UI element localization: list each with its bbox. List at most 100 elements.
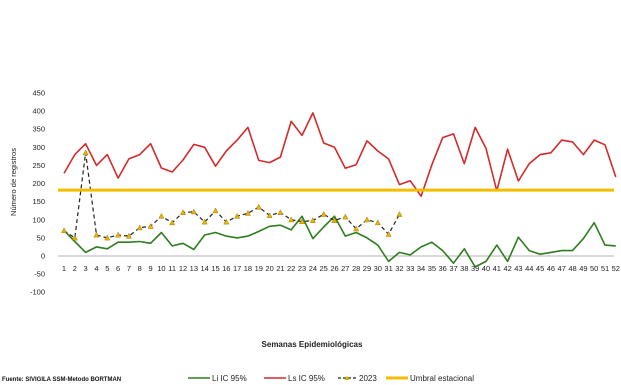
- x-tick-label: 38: [460, 264, 468, 273]
- x-axis-ticks: 1 2 3 4 5 6 7 8 9 10 11 12 13 14 15 16 17 18 19 20 21 22 23 24 2…: [62, 264, 620, 273]
- legend: Li IC 95% Ls IC 95% 2023 Umbral estacional: [188, 374, 474, 383]
- series-point-2023: [158, 212, 165, 219]
- x-tick-label: 39: [471, 264, 479, 273]
- x-tick-label: 30: [374, 264, 382, 273]
- legend-label-li-ic-95: Li IC 95%: [212, 374, 247, 383]
- series-point-2023: [190, 208, 197, 215]
- series-point-2023: [104, 234, 111, 241]
- y-tick-label: -100: [30, 288, 45, 297]
- series-point-2023: [277, 209, 284, 215]
- x-tick-label: 2: [73, 264, 77, 273]
- y-tick-label: 350: [32, 125, 45, 134]
- series-point-2023: [374, 219, 381, 226]
- series-line-2023: [63, 152, 400, 239]
- x-tick-label: 42: [503, 264, 511, 273]
- series-point-2023: [288, 216, 295, 223]
- x-tick-label: 47: [558, 264, 566, 273]
- series-point-2023: [255, 203, 262, 210]
- series-point-2023: [385, 231, 392, 237]
- series-point-2023: [212, 207, 219, 214]
- x-tick-label: 37: [449, 264, 457, 273]
- y-tick-label: 400: [32, 107, 45, 116]
- series-point-2023: [169, 219, 176, 226]
- y-tick-label: 250: [32, 161, 45, 170]
- x-tick-label: 3: [84, 264, 88, 273]
- series-point-2023: [266, 212, 273, 218]
- series-point-2023: [180, 209, 186, 215]
- x-tick-label: 22: [287, 264, 295, 273]
- series-point-2023: [396, 211, 403, 217]
- series-point-2023: [223, 218, 230, 225]
- x-tick-label: 34: [417, 264, 425, 273]
- x-tick-label: 40: [482, 264, 490, 273]
- y-tick-label: 100: [32, 215, 45, 224]
- source-note: Fuente: SIVIGILA SSM-Metodo BORTMAN: [2, 377, 121, 383]
- y-tick-label: 200: [32, 179, 45, 188]
- x-tick-label: 7: [127, 264, 131, 273]
- series-point-2023: [353, 225, 360, 232]
- x-tick-label: 32: [395, 264, 403, 273]
- series-point-2023: [71, 234, 78, 241]
- x-tick-label: 10: [157, 264, 165, 273]
- series-point-2023: [125, 232, 132, 239]
- x-tick-label: 43: [514, 264, 522, 273]
- y-tick-label: 0: [41, 252, 45, 261]
- series-point-2023: [299, 218, 305, 224]
- x-tick-label: 1: [62, 264, 66, 273]
- y-tick-label: 50: [37, 233, 45, 242]
- x-tick-label: 52: [612, 264, 620, 273]
- y-tick-label: 450: [32, 89, 45, 98]
- x-tick-label: 5: [105, 264, 109, 273]
- x-tick-label: 44: [525, 264, 533, 273]
- series-point-2023: [115, 231, 122, 238]
- x-tick-label: 23: [298, 264, 306, 273]
- x-tick-label: 4: [94, 264, 98, 273]
- series-point-2023: [136, 224, 143, 231]
- x-tick-label: 26: [330, 264, 338, 273]
- series-point-2023: [320, 211, 327, 217]
- series-point-2023: [82, 149, 89, 156]
- x-tick-label: 12: [179, 264, 187, 273]
- x-tick-label: 46: [547, 264, 555, 273]
- y-tick-label: 150: [32, 197, 45, 206]
- x-tick-label: 24: [309, 264, 317, 273]
- y-tick-label: 300: [32, 143, 45, 152]
- x-tick-label: 16: [222, 264, 230, 273]
- x-tick-label: 29: [363, 264, 371, 273]
- series-point-2023: [61, 227, 67, 234]
- legend-label-ls-ic-95: Ls IC 95%: [288, 374, 325, 383]
- x-tick-label: 36: [439, 264, 447, 273]
- x-tick-label: 48: [568, 264, 576, 273]
- x-axis-title: Semanas Epidemiológicas: [262, 340, 363, 349]
- x-tick-label: 33: [406, 264, 414, 273]
- x-tick-label: 45: [536, 264, 544, 273]
- series-point-2023: [93, 231, 100, 238]
- series-point-2023: [234, 212, 241, 219]
- series-point-2023: [364, 216, 370, 223]
- x-tick-label: 41: [493, 264, 501, 273]
- series-point-2023: [342, 213, 349, 220]
- y-axis-ticks: -100 -50 0 50 100 150 200 250 300 350 400 450: [30, 89, 45, 297]
- x-tick-label: 27: [341, 264, 349, 273]
- x-tick-label: 35: [428, 264, 436, 273]
- x-tick-label: 25: [320, 264, 328, 273]
- x-tick-label: 6: [116, 264, 120, 273]
- series-line-ls-ic-95: [63, 112, 617, 197]
- x-tick-label: 15: [211, 264, 219, 273]
- x-tick-label: 11: [168, 264, 176, 273]
- x-tick-label: 49: [579, 264, 587, 273]
- plot-area: [58, 112, 617, 268]
- series-point-2023: [331, 217, 338, 223]
- x-tick-label: 50: [590, 264, 598, 273]
- x-tick-label: 21: [276, 264, 284, 273]
- legend-label-2023: 2023: [359, 374, 377, 383]
- x-tick-label: 13: [190, 264, 198, 273]
- legend-label-umbral-estacional: Umbral estacional: [410, 374, 474, 383]
- series-point-2023: [201, 218, 208, 225]
- x-tick-label: 14: [200, 264, 208, 273]
- series-point-2023: [309, 217, 316, 223]
- x-tick-label: 18: [244, 264, 252, 273]
- y-axis-title: Número de registros: [9, 148, 18, 216]
- y-tick-label: -50: [34, 270, 45, 279]
